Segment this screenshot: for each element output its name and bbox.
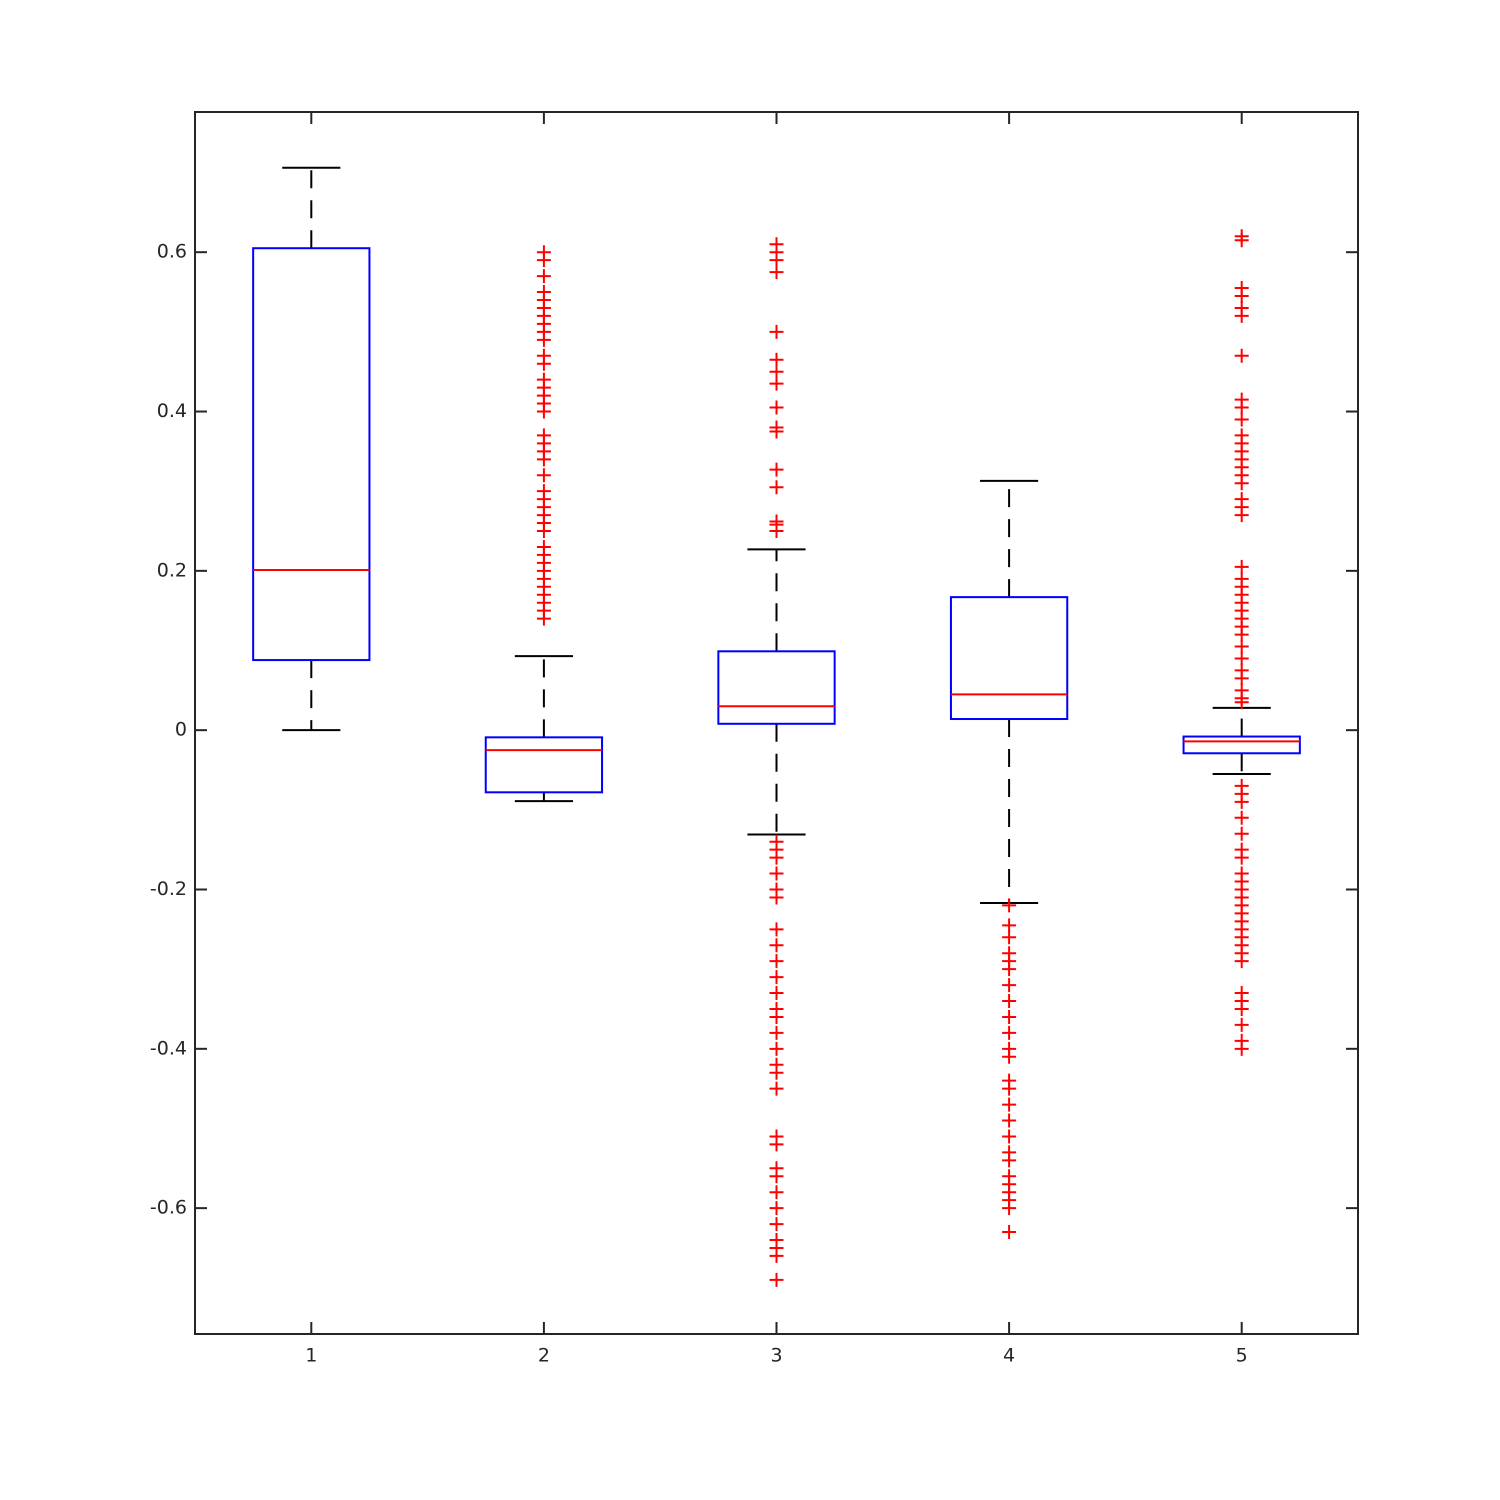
outlier: [769, 253, 784, 268]
outlier: [769, 954, 784, 969]
y-tick-label: 0.2: [157, 559, 187, 581]
outlier: [1002, 1225, 1017, 1240]
outlier: [769, 376, 784, 391]
outlier: [769, 265, 784, 280]
outlier: [769, 890, 784, 905]
outlier: [769, 970, 784, 985]
outlier: [536, 332, 551, 347]
outlier: [769, 986, 784, 1001]
outlier: [1234, 559, 1249, 574]
outlier: [1002, 1049, 1017, 1064]
outlier: [769, 524, 784, 539]
outlier: [1234, 308, 1249, 323]
outlier: [1002, 930, 1017, 945]
outlier: [769, 480, 784, 495]
outlier: [1234, 508, 1249, 523]
outlier: [1234, 1017, 1249, 1032]
outlier: [769, 352, 784, 367]
outlier: [769, 462, 784, 477]
outlier: [536, 269, 551, 284]
outlier: [1002, 918, 1017, 933]
outlier: [769, 938, 784, 953]
outlier: [1234, 695, 1249, 710]
outlier: [769, 1169, 784, 1184]
y-tick-label: 0.6: [157, 241, 187, 263]
box: [717, 650, 836, 725]
outlier: [769, 1081, 784, 1096]
outlier: [1002, 962, 1017, 977]
outlier: [769, 1272, 784, 1287]
outlier: [1234, 627, 1249, 642]
outlier: [536, 452, 551, 467]
outlier: [536, 468, 551, 483]
outlier: [769, 1217, 784, 1232]
outlier: [769, 324, 784, 339]
outlier: [1234, 400, 1249, 415]
outlier: [1234, 850, 1249, 865]
box: [1182, 735, 1301, 755]
x-tick-label: 2: [538, 1345, 550, 1367]
outlier: [769, 1009, 784, 1024]
outlier: [1234, 1041, 1249, 1056]
outlier: [769, 424, 784, 439]
outlier: [1234, 476, 1249, 491]
outlier: [769, 1248, 784, 1263]
outlier: [1002, 1129, 1017, 1144]
y-tick-label: -0.6: [150, 1197, 187, 1219]
outlier: [769, 1065, 784, 1080]
outlier: [769, 400, 784, 415]
outlier: [536, 253, 551, 268]
outlier: [1002, 994, 1017, 1009]
outlier: [1234, 954, 1249, 969]
outlier: [769, 850, 784, 865]
outlier: [769, 1137, 784, 1152]
outlier: [769, 364, 784, 379]
outlier: [1002, 1097, 1017, 1112]
y-tick-label: 0: [175, 719, 187, 741]
outlier: [1002, 978, 1017, 993]
x-tick-label: 5: [1236, 1345, 1248, 1367]
outlier: [1002, 1025, 1017, 1040]
outlier: [1234, 348, 1249, 363]
outlier: [1234, 412, 1249, 427]
outlier: [769, 1025, 784, 1040]
outlier: [1002, 898, 1017, 913]
outlier: [536, 524, 551, 539]
y-tick-label: -0.4: [150, 1037, 187, 1059]
outlier: [1234, 233, 1249, 248]
outlier: [1234, 639, 1249, 654]
outlier: [769, 1201, 784, 1216]
outlier: [1002, 1113, 1017, 1128]
outlier: [536, 356, 551, 371]
box: [484, 736, 604, 794]
outlier: [1234, 671, 1249, 686]
x-tick-label: 4: [1003, 1345, 1015, 1367]
outlier: [1234, 826, 1249, 841]
outlier: [536, 404, 551, 419]
outlier: [1234, 651, 1249, 666]
outlier: [1002, 1081, 1017, 1096]
outlier: [1002, 1153, 1017, 1168]
outlier: [769, 922, 784, 937]
outlier: [536, 611, 551, 626]
outlier: [769, 1041, 784, 1056]
outlier: [1234, 810, 1249, 825]
y-tick-label: -0.2: [150, 878, 187, 900]
x-tick-label: 1: [305, 1345, 317, 1367]
box: [949, 596, 1069, 721]
outlier: [769, 866, 784, 881]
outlier: [1002, 1201, 1017, 1216]
outlier: [1234, 289, 1249, 304]
outlier: [769, 1185, 784, 1200]
outlier: [1234, 1001, 1249, 1016]
y-tick-label: 0.4: [157, 400, 187, 422]
x-tick-label: 3: [770, 1345, 782, 1367]
box: [252, 247, 371, 662]
outlier: [1234, 794, 1249, 809]
outlier: [1002, 1009, 1017, 1024]
